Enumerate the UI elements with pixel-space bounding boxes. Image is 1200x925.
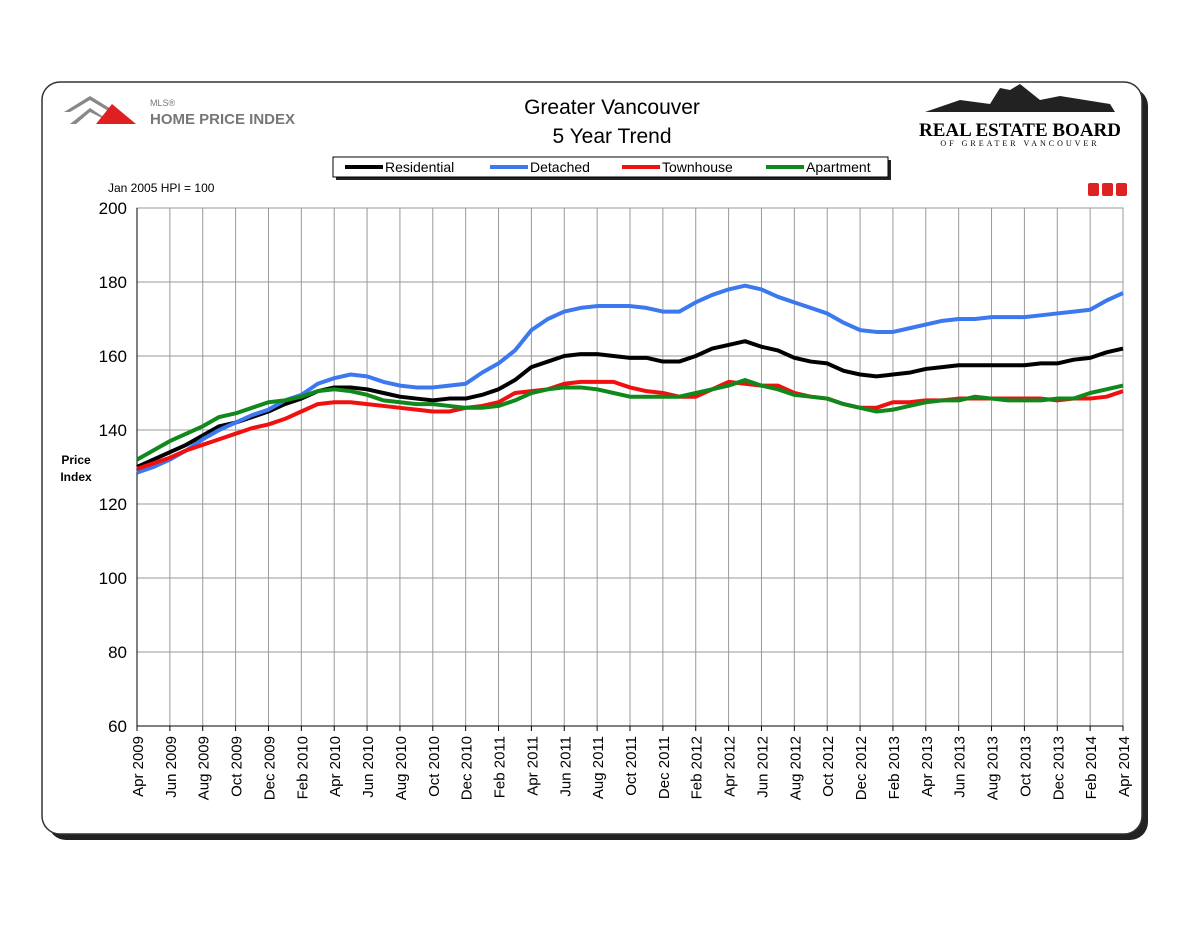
x-tick-label: Aug 2009 [196,736,213,800]
y-tick-label: 100 [99,569,127,588]
x-tick-label: Apr 2010 [327,736,344,797]
x-tick-label: Dec 2009 [261,736,278,800]
legend-label: Detached [530,159,590,175]
x-tick-label: Apr 2012 [722,736,739,797]
y-tick-label: 140 [99,421,127,440]
icon-block [1102,183,1113,196]
x-tick-label: Oct 2010 [426,736,443,797]
x-tick-label: Dec 2011 [656,736,673,799]
x-tick-label: Jun 2012 [754,736,771,798]
legend-label: Residential [385,159,454,175]
x-tick-label: Jun 2013 [952,736,969,798]
x-tick-label: Aug 2012 [787,736,804,800]
x-tick-label: Oct 2012 [820,736,837,797]
logo-main: REAL ESTATE BOARD [919,120,1121,141]
logo-right: REAL ESTATE BOARD OF GREATER VANCOUVER [919,84,1121,148]
x-tick-label: Oct 2011 [623,736,640,796]
x-tick-label: Dec 2013 [1050,736,1067,800]
x-tick-label: Feb 2010 [294,736,311,799]
y-tick-label: 80 [108,643,127,662]
x-tick-label: Apr 2009 [130,736,147,797]
logo-sub: OF GREATER VANCOUVER [940,139,1099,148]
x-tick-label: Feb 2011 [492,736,509,798]
x-tick-label: Oct 2013 [1017,736,1034,797]
logo-left: MLS® HOME PRICE INDEX [64,96,295,128]
icon-block [1088,183,1099,196]
chart-title: Greater Vancouver [524,96,700,119]
logo-roof-red [96,104,136,124]
x-tick-label: Feb 2013 [886,736,903,799]
y-tick-label: 60 [108,717,127,736]
logo-main: HOME PRICE INDEX [150,111,295,128]
x-tick-label: Apr 2013 [919,736,936,797]
logo-small: MLS® [150,98,176,108]
x-tick-label: Jun 2009 [163,736,180,798]
icon-block [1116,183,1127,196]
y-tick-label: 160 [99,347,127,366]
x-tick-label: Feb 2014 [1083,736,1100,799]
mls-icon [1088,183,1127,196]
x-tick-label: Apr 2014 [1116,736,1133,797]
logo-roof [70,108,114,124]
legend [332,156,889,178]
series-line [136,378,1124,462]
legend-label: Apartment [806,159,871,175]
x-tick-label: Jun 2010 [360,736,377,798]
x-tick-label: Dec 2012 [853,736,870,800]
x-tick-label: Aug 2011 [590,736,607,799]
x-tick-label: Apr 2011 [524,736,541,796]
x-tick-label: Oct 2009 [229,736,246,797]
x-tick-label: Aug 2010 [393,736,410,800]
chart-subtitle: 5 Year Trend [552,125,671,148]
y-tick-label: 180 [99,273,127,292]
x-tick-label: Feb 2012 [689,736,706,799]
x-tick-label: Jun 2011 [557,736,574,797]
legend-label: Townhouse [662,159,733,175]
note: Jan 2005 HPI = 100 [108,181,215,195]
logo-skyline [925,84,1115,112]
y-axis-label: Price Index [60,453,92,484]
y-tick-label: 120 [99,495,127,514]
x-tick-label: Dec 2010 [459,736,476,800]
x-tick-label: Aug 2013 [985,736,1002,800]
y-tick-label: 200 [99,199,127,218]
